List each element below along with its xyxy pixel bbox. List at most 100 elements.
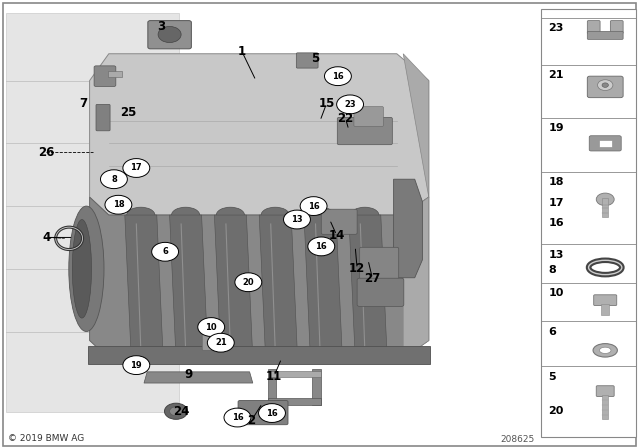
FancyBboxPatch shape (296, 53, 318, 68)
Text: 16: 16 (266, 409, 278, 418)
Circle shape (152, 242, 179, 261)
FancyBboxPatch shape (202, 328, 224, 350)
FancyBboxPatch shape (268, 369, 276, 405)
FancyBboxPatch shape (3, 3, 636, 446)
Ellipse shape (127, 207, 155, 223)
Polygon shape (394, 179, 422, 278)
Ellipse shape (306, 207, 334, 223)
Circle shape (337, 95, 364, 114)
FancyBboxPatch shape (602, 395, 609, 419)
FancyBboxPatch shape (588, 76, 623, 98)
Polygon shape (6, 13, 179, 412)
FancyBboxPatch shape (321, 209, 357, 234)
Text: 20: 20 (548, 406, 564, 416)
FancyBboxPatch shape (541, 9, 636, 437)
FancyBboxPatch shape (337, 117, 392, 145)
Circle shape (308, 237, 335, 256)
FancyBboxPatch shape (354, 107, 383, 126)
Ellipse shape (131, 349, 157, 359)
Circle shape (224, 408, 251, 427)
Text: 18: 18 (548, 177, 564, 187)
FancyBboxPatch shape (96, 104, 110, 131)
Text: 4: 4 (42, 231, 50, 244)
Polygon shape (125, 215, 163, 358)
Ellipse shape (69, 206, 104, 332)
Text: 16: 16 (548, 219, 564, 228)
Text: 8: 8 (548, 265, 556, 275)
Circle shape (170, 407, 182, 416)
FancyBboxPatch shape (588, 31, 623, 39)
Text: 27: 27 (364, 272, 381, 285)
Text: 2: 2 (248, 414, 255, 427)
Text: 23: 23 (548, 23, 564, 33)
Text: 6: 6 (548, 327, 556, 336)
FancyBboxPatch shape (360, 247, 399, 279)
Circle shape (123, 159, 150, 177)
Text: 13: 13 (548, 250, 564, 260)
Text: 15: 15 (318, 97, 335, 111)
FancyBboxPatch shape (611, 21, 623, 34)
Text: 8: 8 (111, 175, 116, 184)
FancyBboxPatch shape (599, 140, 612, 147)
FancyBboxPatch shape (589, 136, 621, 151)
Text: 16: 16 (332, 72, 344, 81)
Ellipse shape (351, 207, 379, 223)
Ellipse shape (176, 349, 202, 359)
Text: 5: 5 (312, 52, 319, 65)
Text: 16: 16 (316, 242, 327, 251)
Text: 23: 23 (344, 100, 356, 109)
Circle shape (123, 356, 150, 375)
Text: 21: 21 (548, 70, 564, 80)
Circle shape (602, 83, 609, 87)
Circle shape (598, 80, 613, 90)
Text: 1: 1 (238, 45, 246, 58)
Polygon shape (259, 215, 298, 358)
Circle shape (596, 193, 614, 206)
Circle shape (207, 333, 234, 352)
Polygon shape (170, 215, 208, 358)
FancyBboxPatch shape (268, 371, 321, 377)
FancyBboxPatch shape (238, 401, 288, 425)
Circle shape (105, 195, 132, 214)
Text: 16: 16 (308, 202, 319, 211)
FancyBboxPatch shape (588, 21, 600, 34)
Text: 26: 26 (38, 146, 54, 159)
Ellipse shape (310, 349, 336, 359)
Text: 16: 16 (232, 413, 243, 422)
Text: 9: 9 (185, 367, 193, 381)
Circle shape (324, 67, 351, 86)
FancyBboxPatch shape (108, 71, 122, 77)
Circle shape (158, 26, 181, 43)
Text: 11: 11 (266, 370, 282, 383)
Circle shape (164, 403, 188, 419)
Text: 17: 17 (131, 164, 142, 172)
Text: 3: 3 (157, 20, 165, 34)
Text: 10: 10 (548, 288, 564, 298)
Circle shape (198, 318, 225, 336)
Text: © 2019 BMW AG: © 2019 BMW AG (8, 434, 84, 443)
Ellipse shape (172, 207, 200, 223)
Text: 5: 5 (548, 371, 556, 382)
Text: 10: 10 (205, 323, 217, 332)
Polygon shape (90, 54, 429, 215)
FancyBboxPatch shape (312, 369, 321, 405)
Ellipse shape (216, 207, 244, 223)
FancyBboxPatch shape (596, 386, 614, 396)
FancyBboxPatch shape (602, 304, 609, 315)
Text: 25: 25 (120, 105, 136, 119)
Polygon shape (304, 215, 342, 358)
Circle shape (100, 170, 127, 189)
Text: 14: 14 (328, 228, 345, 242)
Circle shape (284, 210, 310, 229)
Polygon shape (90, 197, 429, 358)
Circle shape (259, 404, 285, 422)
Ellipse shape (72, 220, 92, 318)
Circle shape (235, 273, 262, 292)
Text: 12: 12 (349, 262, 365, 276)
FancyBboxPatch shape (602, 198, 609, 217)
Text: 13: 13 (291, 215, 303, 224)
FancyBboxPatch shape (357, 278, 404, 306)
FancyBboxPatch shape (594, 295, 617, 306)
Circle shape (300, 197, 327, 215)
Text: 22: 22 (337, 112, 354, 125)
